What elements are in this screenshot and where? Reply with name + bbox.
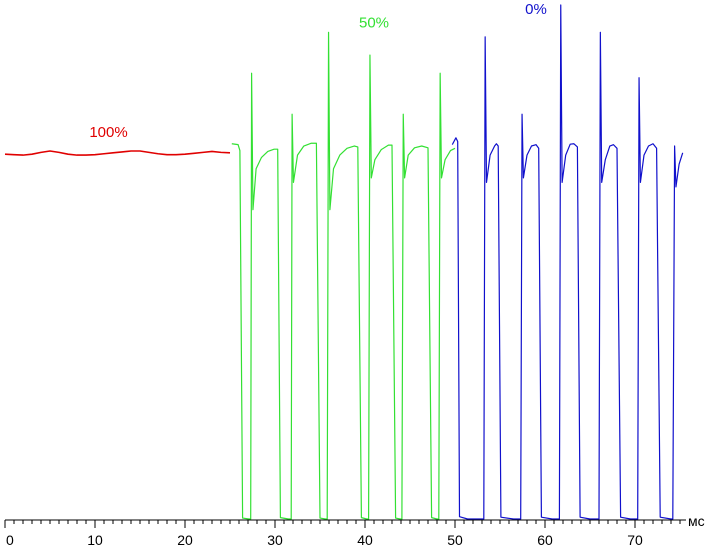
series-label-50-percent: 50% [359,15,389,32]
series-label-100-percent: 100% [89,124,127,141]
x-tick-label: 0 [6,532,14,547]
series-line-50-percent [231,31,456,520]
x-axis-ticks: 0 10 20 30 40 50 60 70 [4,520,681,547]
x-axis-unit-label: мс [688,513,705,529]
x-tick-label: 30 [267,532,283,547]
x-tick-label: 20 [177,532,193,547]
x-tick-label: 10 [87,532,103,547]
series-line-0-percent [451,4,684,520]
x-tick-label: 50 [447,532,463,547]
series-label-0-percent: 0% [525,1,547,18]
x-tick-label: 60 [537,532,553,547]
x-tick-label: 70 [627,532,643,547]
x-tick-label: 40 [357,532,373,547]
series-line-100-percent [4,150,231,156]
series-layer: 100% 50% 0% [4,1,684,520]
